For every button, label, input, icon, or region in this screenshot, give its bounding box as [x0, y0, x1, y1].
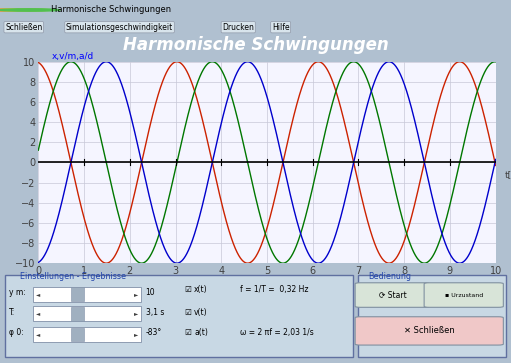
FancyBboxPatch shape [355, 317, 503, 345]
Text: -83°: -83° [146, 328, 162, 337]
Text: f = 1/T =  0,32 Hz: f = 1/T = 0,32 Hz [240, 285, 309, 294]
Text: Bedienung: Bedienung [368, 272, 411, 281]
Circle shape [0, 9, 50, 11]
Text: ►: ► [134, 291, 138, 297]
Text: 3,1 s: 3,1 s [146, 307, 164, 317]
Text: a(t): a(t) [194, 328, 208, 337]
FancyBboxPatch shape [355, 283, 429, 307]
Text: x(t): x(t) [194, 285, 208, 294]
Text: t[s]: t[s] [505, 171, 511, 179]
Text: v(t): v(t) [194, 307, 208, 317]
Text: ☑: ☑ [184, 285, 191, 294]
Text: Einstellungen - Ergebnisse: Einstellungen - Ergebnisse [20, 272, 126, 281]
FancyBboxPatch shape [71, 287, 84, 301]
Text: ▪ Urzustand: ▪ Urzustand [445, 293, 483, 298]
Text: ✕ Schließen: ✕ Schließen [404, 326, 455, 335]
Text: ☑: ☑ [184, 328, 191, 337]
Text: ◄: ◄ [36, 332, 40, 337]
Text: ◄: ◄ [36, 291, 40, 297]
Text: ω = 2 πf = 2,03 1/s: ω = 2 πf = 2,03 1/s [240, 328, 314, 337]
Text: φ 0:: φ 0: [9, 328, 24, 337]
FancyBboxPatch shape [5, 275, 353, 357]
Text: Hilfe: Hilfe [272, 23, 289, 32]
Circle shape [0, 9, 60, 11]
FancyBboxPatch shape [424, 283, 503, 307]
FancyBboxPatch shape [71, 328, 84, 341]
Text: ◄: ◄ [36, 311, 40, 317]
Text: Schließen: Schließen [5, 23, 42, 32]
Text: 10: 10 [146, 288, 155, 297]
Text: x,v/m,a/d: x,v/m,a/d [52, 52, 95, 61]
Text: Simulationsgeschwindigkeit: Simulationsgeschwindigkeit [66, 23, 173, 32]
FancyBboxPatch shape [358, 275, 506, 357]
Text: Harmonische Schwingungen: Harmonische Schwingungen [51, 5, 171, 15]
FancyBboxPatch shape [33, 306, 141, 322]
Text: ⟳ Start: ⟳ Start [379, 290, 406, 299]
FancyBboxPatch shape [71, 307, 84, 321]
Text: y m:: y m: [9, 288, 26, 297]
Text: Harmonische Schwingungen: Harmonische Schwingungen [123, 36, 388, 54]
Text: T:: T: [9, 307, 15, 317]
Text: ☑: ☑ [184, 307, 191, 317]
Circle shape [0, 9, 40, 11]
FancyBboxPatch shape [33, 286, 141, 302]
Text: Drucken: Drucken [222, 23, 254, 32]
Text: ►: ► [134, 311, 138, 317]
Text: ►: ► [134, 332, 138, 337]
FancyBboxPatch shape [33, 327, 141, 342]
